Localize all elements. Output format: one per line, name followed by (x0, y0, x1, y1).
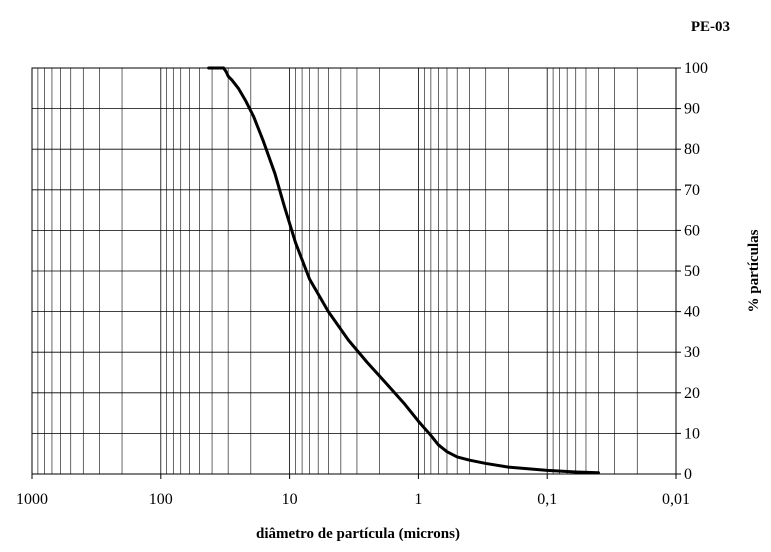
y-tick-label: 30 (684, 344, 700, 361)
y-tick-label: 90 (684, 101, 700, 118)
x-tick-label: 0,01 (662, 491, 690, 508)
y-tick-label: 100 (684, 60, 708, 77)
x-tick-label: 100 (149, 491, 173, 508)
y-tick-label: 40 (684, 304, 700, 321)
y-axis-ticks: 0 10 20 30 40 50 60 70 80 90 100 (676, 60, 708, 483)
major-gridlines (31, 67, 677, 475)
y-tick-label: 80 (684, 141, 700, 158)
x-tick-label: 10 (282, 491, 298, 508)
x-tick-label: 1000 (16, 491, 48, 508)
y-tick-label: 20 (684, 385, 700, 402)
y-tick-label: 10 (684, 425, 700, 442)
x-axis-title: diâmetro de partícula (microns) (256, 526, 460, 542)
y-tick-label: 0 (684, 466, 692, 483)
y-tick-label: 60 (684, 222, 700, 239)
x-tick-label: 1 (414, 491, 422, 508)
y-tick-label: 50 (684, 263, 700, 280)
distribution-curve (207, 66, 600, 475)
x-tick-label: 0,1 (537, 491, 557, 508)
y-axis-title: % partículas (746, 229, 762, 312)
x-axis-ticks: 1000 100 10 1 0,1 0,01 (16, 474, 690, 508)
y-tick-label: 70 (684, 182, 700, 199)
chart-title: PE-03 (691, 19, 730, 35)
series-layer (207, 66, 600, 475)
